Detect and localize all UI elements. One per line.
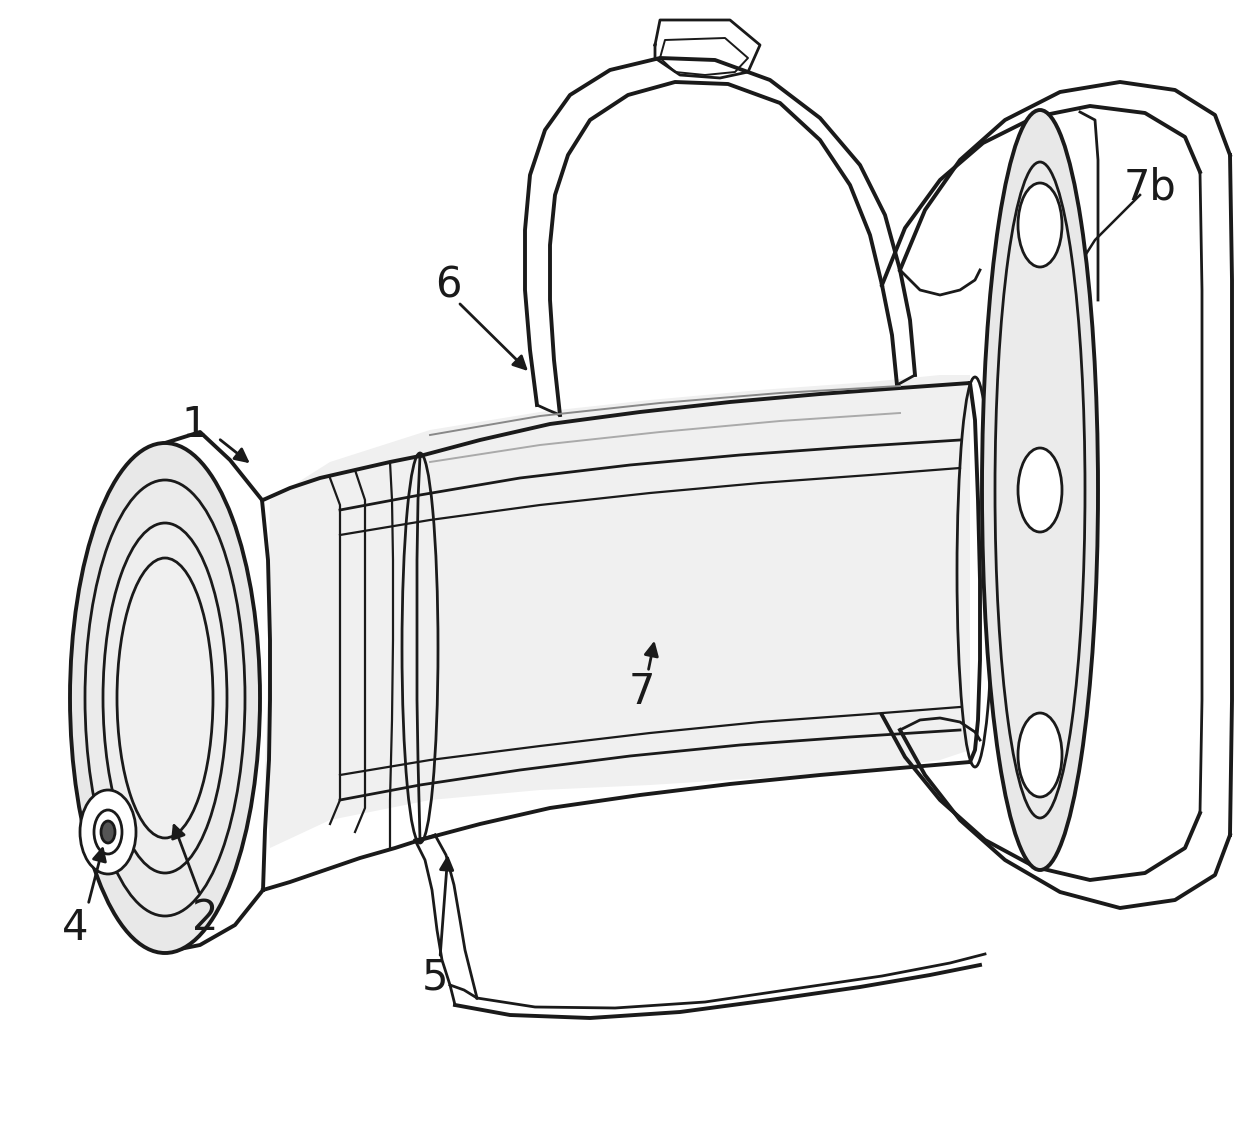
Ellipse shape — [994, 162, 1085, 818]
Ellipse shape — [982, 110, 1097, 870]
Ellipse shape — [1018, 449, 1061, 532]
Ellipse shape — [1018, 713, 1061, 797]
Ellipse shape — [94, 810, 122, 854]
Ellipse shape — [69, 443, 260, 953]
Polygon shape — [265, 375, 970, 848]
Ellipse shape — [103, 523, 227, 873]
Ellipse shape — [100, 820, 115, 843]
Text: 7b: 7b — [1123, 167, 1177, 208]
Text: 1: 1 — [182, 403, 208, 446]
Ellipse shape — [86, 480, 246, 916]
Text: 4: 4 — [62, 907, 88, 949]
Text: 7: 7 — [629, 671, 655, 713]
Text: 6: 6 — [435, 264, 461, 307]
Ellipse shape — [1018, 183, 1061, 267]
Ellipse shape — [117, 558, 213, 838]
Text: 2: 2 — [192, 897, 218, 939]
Ellipse shape — [81, 790, 136, 875]
Text: 5: 5 — [422, 957, 448, 999]
